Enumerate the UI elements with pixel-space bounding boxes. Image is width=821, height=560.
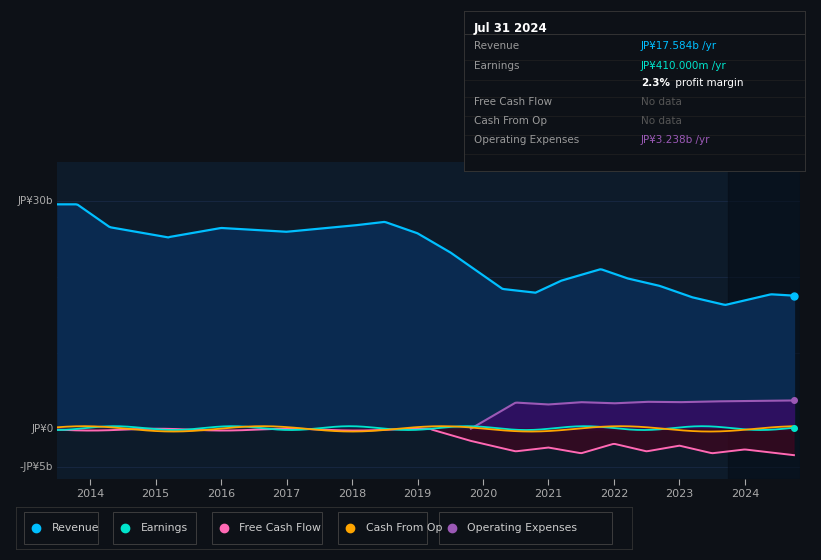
Text: Operating Expenses: Operating Expenses (474, 136, 580, 146)
Text: Earnings: Earnings (474, 61, 520, 71)
Text: Revenue: Revenue (474, 41, 519, 52)
Text: -JP¥5b: -JP¥5b (20, 463, 53, 473)
Text: Cash From Op: Cash From Op (474, 116, 547, 127)
Text: Free Cash Flow: Free Cash Flow (240, 523, 321, 533)
Text: JP¥0: JP¥0 (31, 424, 53, 434)
Text: Free Cash Flow: Free Cash Flow (474, 97, 553, 107)
Text: JP¥17.584b /yr: JP¥17.584b /yr (641, 41, 718, 52)
Text: Jul 31 2024: Jul 31 2024 (474, 22, 548, 35)
Text: Cash From Op: Cash From Op (365, 523, 442, 533)
Text: 2.3%: 2.3% (641, 78, 670, 88)
Text: No data: No data (641, 97, 682, 107)
Text: JP¥3.238b /yr: JP¥3.238b /yr (641, 136, 710, 146)
Text: profit margin: profit margin (672, 78, 743, 88)
Text: No data: No data (641, 116, 682, 127)
Text: Operating Expenses: Operating Expenses (467, 523, 577, 533)
Text: Revenue: Revenue (52, 523, 99, 533)
Text: Earnings: Earnings (141, 523, 188, 533)
Text: JP¥30b: JP¥30b (18, 195, 53, 206)
Bar (728, 162, 800, 479)
Text: JP¥410.000m /yr: JP¥410.000m /yr (641, 61, 727, 71)
